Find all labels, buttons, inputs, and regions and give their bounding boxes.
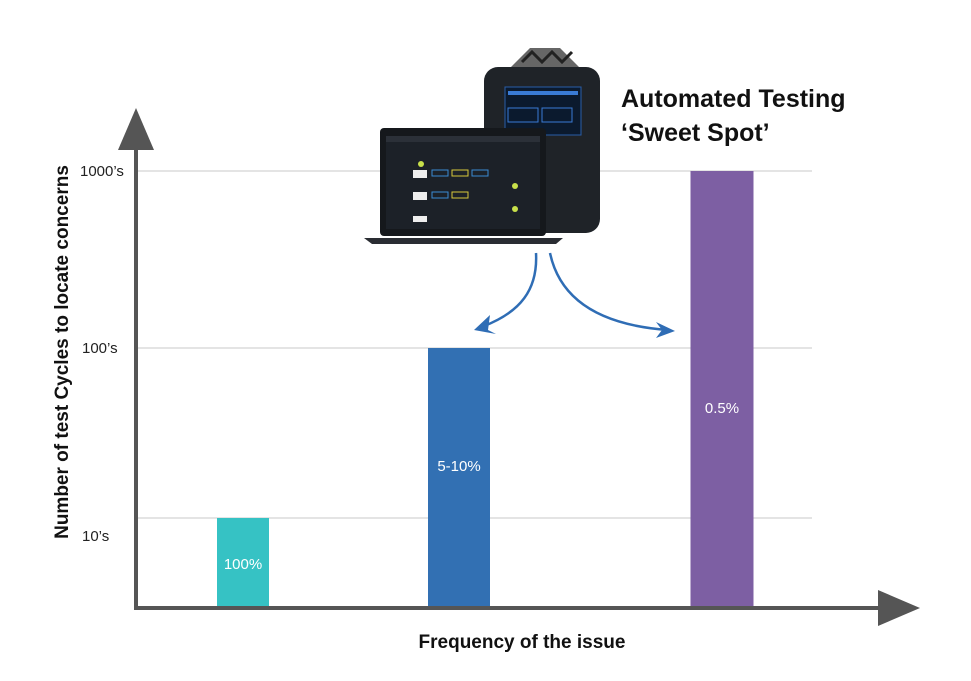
bar (217, 518, 269, 608)
bar-data-label: 100% (224, 556, 262, 573)
y-tick-label: 1000’s (80, 163, 124, 180)
arrow-head-right-icon (656, 322, 675, 338)
annotation-line-2: ‘Sweet Spot’ (621, 119, 770, 147)
bar-data-label: 5-10% (437, 458, 480, 475)
device-image (364, 48, 600, 244)
annotation-line-1: Automated Testing (621, 85, 846, 113)
arrow-head-left-icon (474, 315, 496, 334)
bar-data-label: 0.5% (705, 400, 739, 417)
x-axis-arrow-icon (878, 590, 920, 626)
annotation-arrows (483, 252, 669, 332)
bar (690, 171, 754, 608)
x-axis-label: Frequency of the issue (419, 632, 626, 653)
bar (428, 348, 490, 608)
y-tick-label: 10’s (82, 528, 109, 545)
y-tick-label: 100’s (82, 340, 118, 357)
y-axis-label: Number of test Cycles to locate concerns (52, 165, 73, 539)
y-axis-arrow-icon (118, 108, 154, 150)
